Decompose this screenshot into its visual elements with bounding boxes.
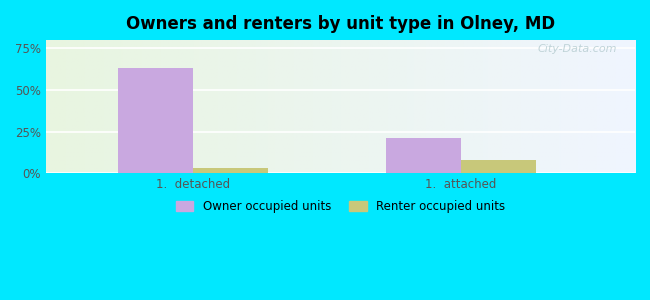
Title: Owners and renters by unit type in Olney, MD: Owners and renters by unit type in Olney… (126, 15, 555, 33)
Text: City-Data.com: City-Data.com (538, 44, 618, 54)
Bar (386, 138, 461, 173)
Bar (461, 160, 536, 173)
Legend: Owner occupied units, Renter occupied units: Owner occupied units, Renter occupied un… (171, 195, 510, 218)
Bar (193, 168, 268, 173)
Bar (118, 68, 193, 173)
